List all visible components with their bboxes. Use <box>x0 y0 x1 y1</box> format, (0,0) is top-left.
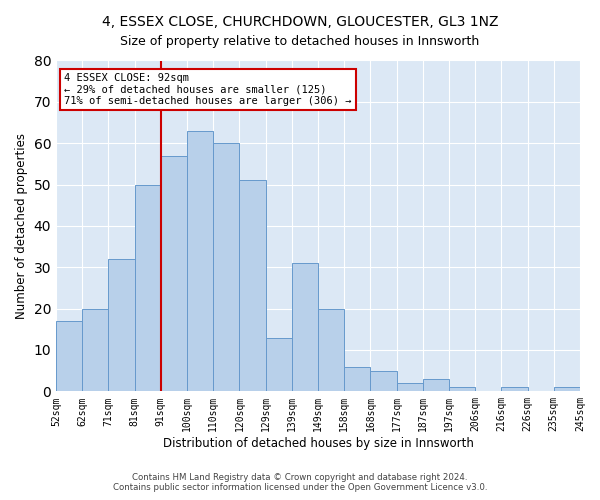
Text: 4 ESSEX CLOSE: 92sqm
← 29% of detached houses are smaller (125)
71% of semi-deta: 4 ESSEX CLOSE: 92sqm ← 29% of detached h… <box>64 73 352 106</box>
Bar <box>397 383 423 392</box>
Bar <box>318 308 344 392</box>
Bar <box>344 366 370 392</box>
Bar <box>134 184 161 392</box>
Text: Contains HM Land Registry data © Crown copyright and database right 2024.
Contai: Contains HM Land Registry data © Crown c… <box>113 473 487 492</box>
Bar <box>239 180 266 392</box>
Bar <box>423 379 449 392</box>
Bar <box>292 263 318 392</box>
X-axis label: Distribution of detached houses by size in Innsworth: Distribution of detached houses by size … <box>163 437 473 450</box>
Bar <box>370 370 397 392</box>
Y-axis label: Number of detached properties: Number of detached properties <box>15 133 28 319</box>
Bar <box>213 143 239 392</box>
Bar <box>449 387 475 392</box>
Bar <box>82 308 109 392</box>
Bar <box>161 156 187 392</box>
Bar <box>109 259 134 392</box>
Bar <box>187 131 213 392</box>
Bar <box>56 321 82 392</box>
Bar <box>266 338 292 392</box>
Text: 4, ESSEX CLOSE, CHURCHDOWN, GLOUCESTER, GL3 1NZ: 4, ESSEX CLOSE, CHURCHDOWN, GLOUCESTER, … <box>102 15 498 29</box>
Bar <box>502 387 527 392</box>
Text: Size of property relative to detached houses in Innsworth: Size of property relative to detached ho… <box>121 35 479 48</box>
Bar <box>554 387 580 392</box>
